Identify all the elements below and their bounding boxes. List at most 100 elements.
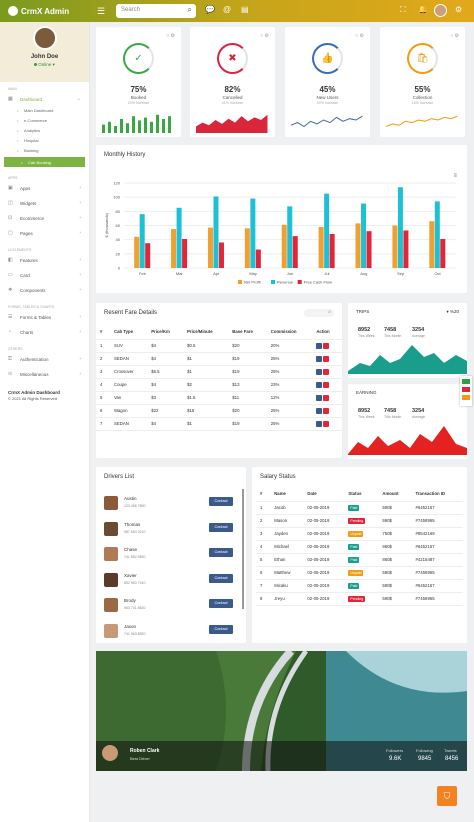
edit-icon[interactable] xyxy=(316,342,323,349)
stat-value: 82% xyxy=(224,85,241,94)
fare-cell: $3 xyxy=(147,391,184,405)
sidebar-item-card[interactable]: ▭ Card › xyxy=(8,272,81,278)
sidebar-item-ecommerce[interactable]: ⊡ Ecommerce › xyxy=(8,215,81,221)
bar-free-cash-flow xyxy=(145,243,151,268)
card-options-icon[interactable]: ○ ⚙ xyxy=(450,33,459,39)
salary-cell: Jayden xyxy=(270,527,304,541)
forest-road-image xyxy=(96,651,467,771)
edit-icon[interactable] xyxy=(316,394,323,401)
sidebar-item-authentication[interactable]: ⚿ Authentication › xyxy=(8,356,81,362)
bell-icon[interactable]: 🔔 xyxy=(418,5,428,14)
search-icon[interactable]: ⌕ xyxy=(187,5,192,14)
sidebar-sub-ecommerce[interactable]: e-Commerce xyxy=(0,115,89,125)
clipboard-icon[interactable]: ▤ xyxy=(241,5,249,14)
edit-icon[interactable] xyxy=(316,420,323,427)
app-logo[interactable]: CrmX Admin xyxy=(0,0,90,22)
sidebar-sub-banking[interactable]: Banking xyxy=(0,145,89,155)
section-main: MAIN xyxy=(8,87,17,91)
delete-icon[interactable] xyxy=(323,394,330,401)
driver-name: Thomas xyxy=(124,521,141,527)
side-orange-icon[interactable] xyxy=(462,395,470,400)
profile-status[interactable]: Online ▾ xyxy=(34,62,55,68)
sidebar-sub-main-dashboard[interactable]: Main Dashboard xyxy=(0,105,89,115)
fullscreen-icon[interactable]: ⛶ xyxy=(400,5,406,14)
contact-button[interactable]: Contact xyxy=(209,548,233,557)
delete-icon[interactable] xyxy=(323,368,330,375)
sidebar-item-dashboard[interactable]: ▦ Dashboard ⌄ xyxy=(8,96,81,102)
delete-icon[interactable] xyxy=(323,355,330,362)
sidebar-item-miscellaneous[interactable]: ⊙ Miscellaneous › xyxy=(8,371,81,377)
card-icon: ▭ xyxy=(8,272,13,278)
sidebar-item-charts[interactable]: ◔ Charts › xyxy=(8,329,81,335)
edit-icon[interactable] xyxy=(316,407,323,414)
chevron-down-icon: ⌄ xyxy=(76,96,81,102)
status-badge: Pending xyxy=(348,517,366,524)
driver-avatar[interactable] xyxy=(104,598,118,612)
legend-swatch xyxy=(238,280,242,284)
trips-change: ▾ %20 xyxy=(446,309,459,314)
salary-cell: 1 xyxy=(256,501,271,515)
sidebar-sub-hospital[interactable]: Hospital xyxy=(0,135,89,145)
contact-button[interactable]: Contact xyxy=(209,599,233,608)
driver-avatar[interactable] xyxy=(104,496,118,510)
driver-avatar[interactable] xyxy=(104,623,118,638)
sidebar-item-components[interactable]: ❖ Components › xyxy=(8,287,81,293)
sidebar-item-forms-tables[interactable]: ☰ Forms & Tables › xyxy=(8,314,81,320)
card-options-icon[interactable]: ○ ⚙ xyxy=(260,33,269,39)
at-icon[interactable]: @ xyxy=(223,5,232,14)
driver-name: Austin xyxy=(124,496,137,501)
bar-revenue xyxy=(434,201,440,268)
card-options-icon[interactable]: ○ ⚙ xyxy=(355,33,364,39)
driver-avatar[interactable] xyxy=(104,547,118,561)
fare-cell: SEDAN xyxy=(110,352,148,366)
contact-button[interactable]: Contact xyxy=(209,624,233,634)
floating-action-button[interactable]: ⛉ xyxy=(437,786,457,806)
driver-avatar[interactable] xyxy=(104,521,118,536)
edit-icon[interactable] xyxy=(316,368,323,375)
side-red-icon[interactable] xyxy=(462,387,470,392)
earning-week-value: 8952 xyxy=(358,408,371,414)
driver-avatar[interactable] xyxy=(102,745,118,761)
chat-icon[interactable]: 💬 xyxy=(205,5,215,14)
fare-cell: SEDAN xyxy=(110,417,148,431)
sidebar-item-apps[interactable]: ▣ Apps › xyxy=(8,185,81,191)
delete-icon[interactable] xyxy=(323,342,330,349)
card-options-icon[interactable]: ○ ⚙ xyxy=(166,33,175,39)
sparkline-bar xyxy=(102,124,105,133)
hamburger-menu-icon[interactable]: ☰ xyxy=(97,6,106,16)
sidebar-item-pages[interactable]: ▢ Pages › xyxy=(8,230,81,236)
salary-cell: 02-05-2019 xyxy=(303,540,345,554)
edit-icon[interactable] xyxy=(316,381,323,388)
edit-icon[interactable] xyxy=(316,355,323,362)
sidebar-sub-cab-booking[interactable]: Cab Booking xyxy=(4,157,85,167)
trips-card: TRIPS ▾ %20 8952 This Week 7458 This Mon… xyxy=(348,303,467,378)
profile-avatar[interactable] xyxy=(32,26,57,50)
delete-icon[interactable] xyxy=(323,407,330,414)
sidebar-item-widgets[interactable]: ◫ Widgets › xyxy=(8,200,81,206)
driver-avatar[interactable] xyxy=(104,572,118,587)
drivers-scrollbar[interactable] xyxy=(242,489,244,609)
fare-search-input[interactable]: ⌕ xyxy=(304,309,334,317)
fare-cell: $2 xyxy=(183,378,229,392)
delete-icon[interactable] xyxy=(323,420,330,427)
contact-button[interactable]: Contact xyxy=(209,573,233,583)
chart-menu-icon[interactable]: ≡ xyxy=(453,173,457,179)
bar-free-cash-flow xyxy=(366,231,372,268)
settings-gear-icon[interactable]: ⚙ xyxy=(455,5,463,14)
fare-actions xyxy=(312,352,342,366)
section-forms-tables-charts: FORMS, TABLES & CHARTS xyxy=(8,305,55,309)
search-input[interactable]: Search ⌕ xyxy=(116,4,196,18)
salary-cell: 960$ xyxy=(378,540,412,554)
user-avatar[interactable] xyxy=(434,4,447,17)
side-green-icon[interactable] xyxy=(462,379,470,384)
contact-button[interactable]: Contact xyxy=(209,497,233,506)
delete-icon[interactable] xyxy=(323,381,330,388)
contact-button[interactable]: Contact xyxy=(209,522,233,532)
floating-side-panel[interactable] xyxy=(460,376,472,406)
sparkline-bar xyxy=(126,123,129,133)
driver-phone: 852 963 7410 xyxy=(124,580,146,585)
sparkline-bar xyxy=(162,119,165,133)
monthly-history-title: Monthly History xyxy=(104,152,146,158)
sidebar-sub-analytics[interactable]: Analytics xyxy=(0,125,89,135)
sidebar-item-features[interactable]: ◧ Features › xyxy=(8,257,81,263)
